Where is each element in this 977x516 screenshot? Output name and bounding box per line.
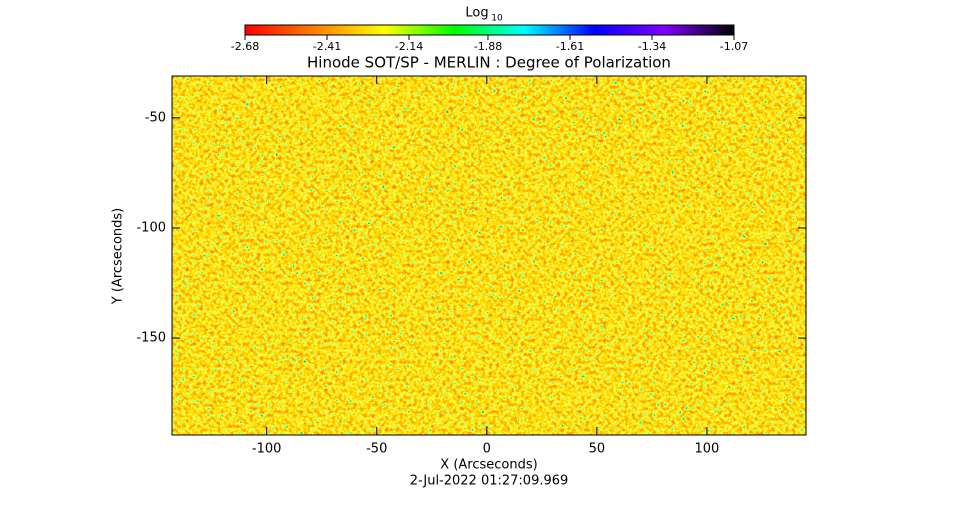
y-axis-label: Y (Arcseconds) <box>111 208 126 305</box>
y-tick-label: -50 <box>145 110 166 125</box>
y-tick-label: -100 <box>136 220 166 235</box>
x-axis-label: X (Arcseconds) <box>440 458 537 473</box>
x-tick-label: 50 <box>589 442 606 457</box>
x-tick-label: -50 <box>366 442 387 457</box>
colorbar-label: Log <box>465 6 488 21</box>
x-tick-label: 100 <box>695 442 720 457</box>
colorbar-tick-label: -1.61 <box>556 40 584 53</box>
plot-frame <box>171 75 807 436</box>
colorbar-tick-label: -1.07 <box>720 40 748 53</box>
y-tick-label: -150 <box>136 331 166 346</box>
colorbar-tick-label: -2.41 <box>313 40 341 53</box>
colorbar <box>244 24 735 36</box>
date-label: 2-Jul-2022 01:27:09.969 <box>410 474 569 489</box>
colorbar-label-sub: 10 <box>491 14 503 24</box>
colorbar-tick-label: -2.68 <box>231 40 259 53</box>
heatmap-image <box>172 76 806 435</box>
chart-title: Hinode SOT/SP - MERLIN : Degree of Polar… <box>307 54 671 72</box>
x-tick-label: -100 <box>252 442 282 457</box>
colorbar-tick-label: -2.14 <box>395 40 423 53</box>
x-tick-label: 0 <box>483 442 491 457</box>
colorbar-tick-label: -1.34 <box>638 40 666 53</box>
colorbar-tick-label: -1.88 <box>474 40 502 53</box>
